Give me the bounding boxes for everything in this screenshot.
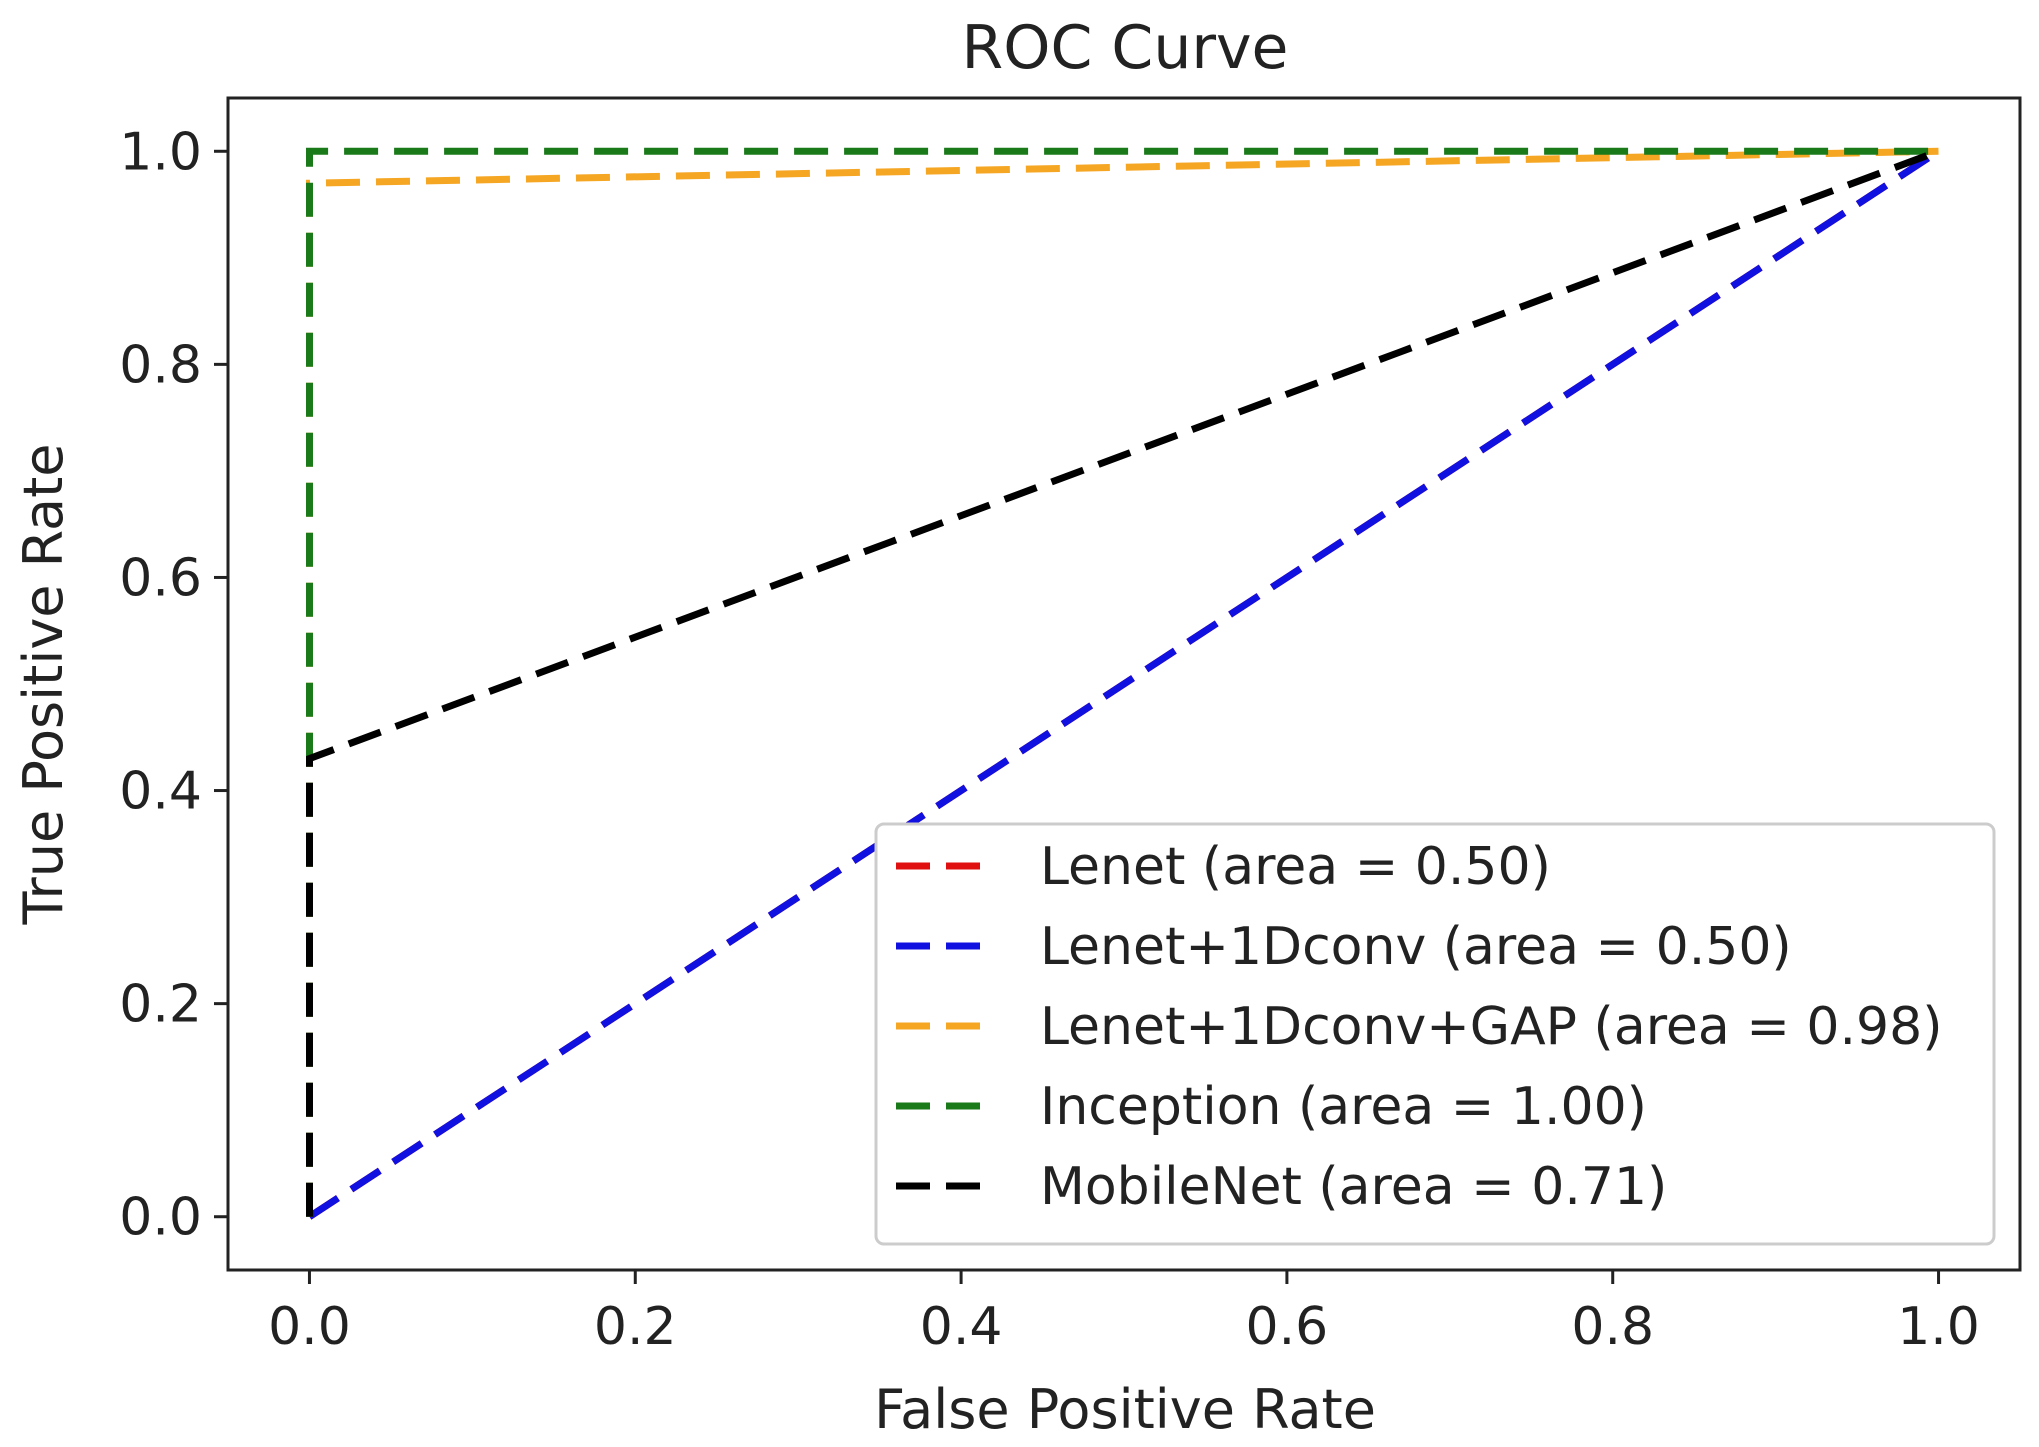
legend-label-1: Lenet+1Dconv (area = 0.50) [1040, 917, 1792, 977]
legend-label-0: Lenet (area = 0.50) [1040, 837, 1551, 897]
y-tick-label: 0.8 [119, 335, 202, 395]
x-tick-label: 0.6 [1246, 1297, 1329, 1357]
x-tick-label: 0.0 [268, 1297, 351, 1357]
y-axis-title: True Positive Rate [12, 443, 75, 925]
series-layer [306, 147, 1941, 1220]
legend-label-2: Lenet+1Dconv+GAP (area = 0.98) [1040, 997, 1942, 1057]
y-tick-label: 0.0 [119, 1188, 202, 1248]
y-tick-label: 0.6 [119, 548, 202, 608]
plot-frame [226, 96, 2022, 1272]
y-axis: 0.0 0.2 0.4 0.6 0.8 1.0 [119, 122, 228, 1248]
series-line-4 [306, 148, 1940, 1217]
x-tick-label: 0.4 [920, 1297, 1003, 1357]
legend: Lenet (area = 0.50) Lenet+1Dconv (area = … [874, 822, 1996, 1246]
x-tick-label: 1.0 [1897, 1297, 1980, 1357]
legend-box [874, 822, 1996, 1246]
legend-label-4: MobileNet (area = 0.71) [1040, 1157, 1667, 1217]
x-axis-title: False Positive Rate [874, 1378, 1376, 1441]
y-tick-label: 0.2 [119, 975, 202, 1035]
chart-title: ROC Curve [962, 13, 1289, 83]
y-tick-label: 1.0 [119, 122, 202, 182]
x-tick-label: 0.8 [1571, 1297, 1654, 1357]
x-tick-label: 0.2 [594, 1297, 677, 1357]
y-tick-label: 0.4 [119, 762, 202, 822]
x-axis: 0.0 0.2 0.4 0.6 0.8 1.0 [268, 1270, 1980, 1357]
legend-label-3: Inception (area = 1.00) [1040, 1077, 1647, 1137]
series-line-1 [307, 148, 1941, 1220]
